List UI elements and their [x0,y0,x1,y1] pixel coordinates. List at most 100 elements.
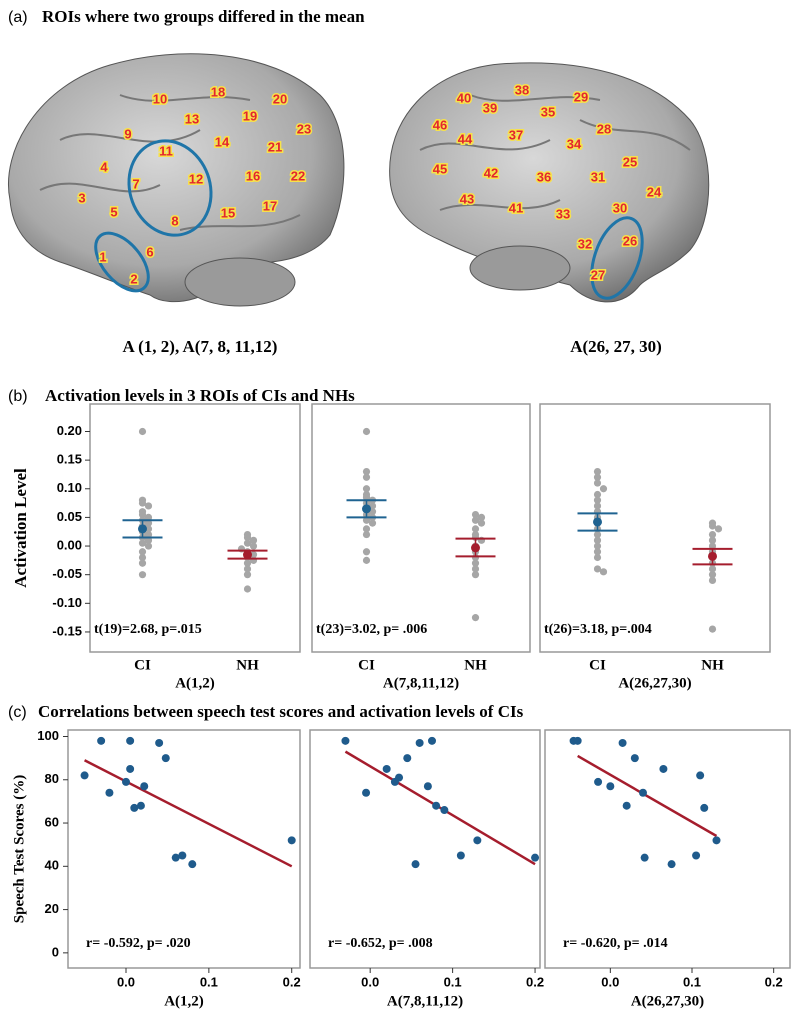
plot-frame [544,729,791,969]
roi-label: 26 [623,233,637,248]
data-point [382,764,391,773]
data-point [708,565,717,573]
y-tick-label: 0 [52,944,59,959]
roi-label: 15 [221,205,235,220]
data-point [599,485,608,493]
x-tick-label: NH [464,657,487,673]
annotation: t(23)=3.02, p= .006 [316,622,427,637]
data-point [171,853,180,862]
roi-label: 46 [433,117,447,132]
panel-label: (a) [8,9,28,26]
mean-point [362,504,371,514]
data-point [188,860,197,869]
plot-frame [311,403,531,653]
roi-label: 14 [215,134,230,149]
roi-label: 12 [189,171,203,186]
roi-label: 41 [509,200,523,215]
roi-label: 5 [110,204,117,219]
panel-title: Activation levels in 3 ROIs of CIs and N… [45,386,355,405]
data-point [593,502,602,510]
roi-label: 21 [268,139,282,154]
annotation: t(19)=2.68, p=.015 [94,622,202,637]
data-point [243,533,252,542]
data-point [593,536,602,544]
x-tick-label: 0.0 [601,974,619,989]
data-point [471,525,480,533]
y-tick-label: 100 [37,728,59,743]
data-point [362,788,371,797]
data-point [140,782,149,791]
data-point [411,860,420,869]
caption: A (1, 2), A(7, 8, 11,12) [123,337,278,356]
roi-label: 32 [578,236,592,251]
y-axis-label: Speech Test Scores (%) [11,775,27,923]
data-point [243,539,252,547]
panel-label: (c) [8,704,27,721]
data-point [341,736,350,745]
data-point [456,851,465,860]
data-point [594,777,603,786]
data-point [432,801,441,810]
data-point [161,754,170,763]
plot-frame [309,729,541,969]
roi-label: 7 [132,176,139,191]
plot-frame [89,403,301,653]
brain-left [8,53,345,307]
y-tick-label: 40 [45,858,59,873]
data-point [144,513,153,522]
y-tick-label: 80 [45,771,59,786]
plot-frame [539,403,771,653]
data-point [712,836,721,845]
x-axis-label: A(1,2) [164,993,204,1009]
roi-label: 29 [574,89,588,104]
data-point [593,553,602,562]
data-point [473,836,482,845]
x-tick-label: 0.0 [117,974,135,989]
data-point [606,782,615,791]
data-point [362,530,371,539]
data-point [708,536,717,544]
y-tick-label: 0.00 [57,537,82,552]
roi-label: 16 [246,168,260,183]
x-tick-label: 0.2 [765,974,783,989]
data-point [640,853,649,862]
roi-label: 36 [537,169,551,184]
roi-label: 22 [291,168,305,183]
y-tick-label: 60 [45,814,59,829]
annotation: t(26)=3.18, p=.004 [544,622,652,637]
data-point [362,556,371,564]
y-tick-label: 0.10 [57,480,82,495]
data-point [593,490,602,499]
data-point [708,571,717,579]
data-point [593,467,602,476]
data-point [471,559,480,567]
y-axis-label: Activation Level [11,468,30,588]
x-axis-label: A(7,8,11,12) [383,675,459,691]
data-point [138,571,147,579]
data-point [144,525,153,533]
data-point [126,736,135,745]
roi-label: 10 [153,91,167,106]
roi-label: 43 [460,191,474,206]
panel-title: Correlations between speech test scores … [38,702,524,721]
fit-line [577,754,718,838]
data-point [130,803,139,812]
data-point [144,502,153,510]
x-tick-label: 0.0 [361,974,379,989]
data-point [696,771,705,780]
mean-point [593,517,602,527]
roi-label: 1 [99,249,106,264]
x-tick-label: NH [236,657,259,673]
roi-label: 42 [484,165,498,180]
data-point [126,764,135,773]
data-point [368,519,377,527]
data-point [471,516,480,524]
data-point [243,559,252,567]
x-tick-label: NH [701,657,724,673]
annotation: r= -0.592, p= .020 [86,936,191,951]
roi-label: 24 [647,184,662,199]
data-point [692,851,701,860]
data-point [593,565,602,573]
data-point [593,473,602,481]
roi-label: 6 [146,244,153,259]
